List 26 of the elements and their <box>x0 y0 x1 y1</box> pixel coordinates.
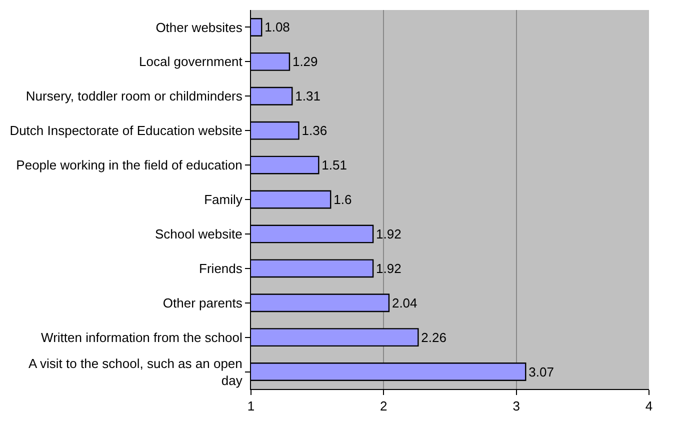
y-tick-label: Other parents <box>162 295 243 310</box>
y-tick-label: Written information from the school <box>41 330 243 345</box>
data-label: 1.6 <box>334 192 352 207</box>
data-label: 1.51 <box>322 158 347 173</box>
y-tick-label: Dutch Inspectorate of Education website <box>10 123 242 138</box>
data-label: 1.92 <box>376 226 402 242</box>
x-tick-label: 4 <box>645 398 653 414</box>
y-tick-label: Local government <box>139 54 243 70</box>
data-label: 3.07 <box>528 364 554 380</box>
data-label: 1.92 <box>376 260 402 276</box>
data-label: 2.04 <box>392 295 418 310</box>
data-label: 2.26 <box>421 330 446 345</box>
x-tick-label: 2 <box>380 398 388 414</box>
data-label: 1.29 <box>292 54 318 70</box>
y-tick-label: People working in the field of education <box>16 158 242 173</box>
x-tick-label: 1 <box>247 398 255 414</box>
data-label: 1.08 <box>264 20 290 35</box>
y-tick-label: Friends <box>199 260 243 276</box>
y-tick-label: Other websites <box>156 20 243 35</box>
y-tick-label: Family <box>204 192 243 208</box>
y-tick-label: School website <box>154 226 242 242</box>
data-label: 1.36 <box>302 123 328 138</box>
x-tick-label: 3 <box>512 398 520 414</box>
y-tick-label: A visit to the school, such as an open day <box>28 356 243 388</box>
y-tick-label: Nursery, toddler room or childminders <box>26 88 243 104</box>
data-label: 1.31 <box>295 88 320 104</box>
